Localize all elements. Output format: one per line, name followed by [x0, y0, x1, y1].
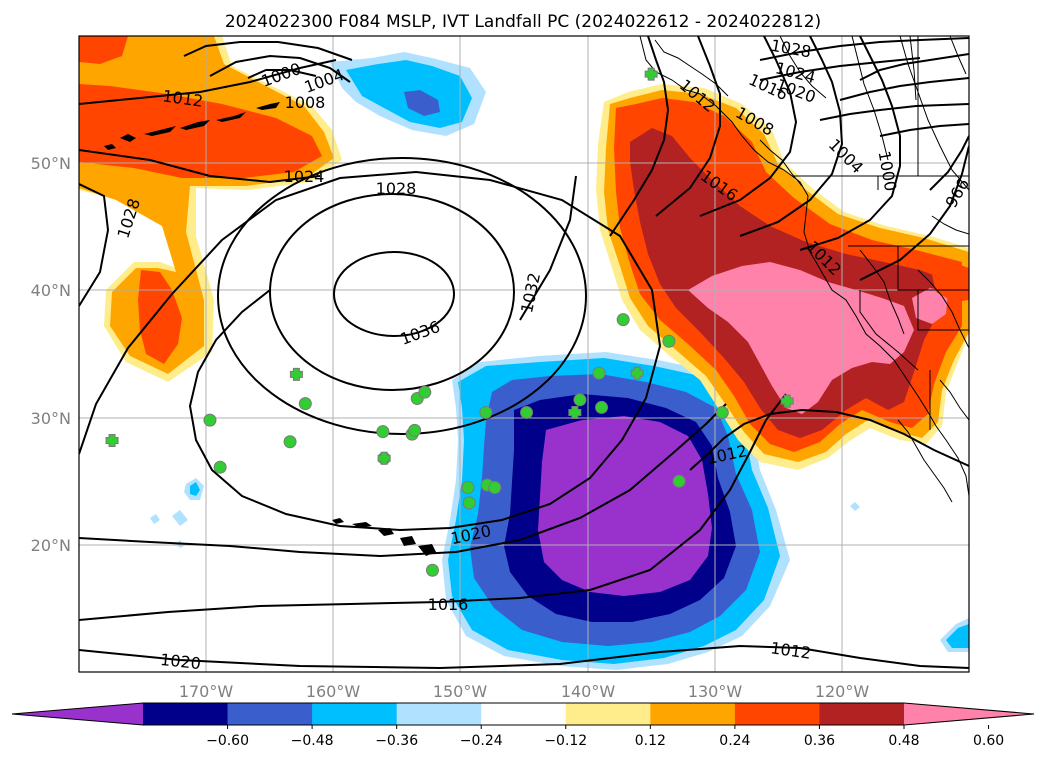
shade-subtropical-negative [442, 352, 790, 670]
colorbar-tick-label: −0.48 [291, 733, 334, 749]
landfall-point-circle [298, 397, 312, 411]
landfall-point-circle [283, 435, 297, 449]
colorbar-tick-label: 0.24 [719, 733, 750, 749]
landfall-point-circle [203, 413, 217, 427]
colorbar-segment [396, 703, 482, 725]
lat-tick-label: 40°N [31, 281, 71, 300]
longitude-tick-labels: 170°W 160°W 150°W 140°W 130°W 120°W [179, 682, 870, 701]
colorbar-tick-label: −0.36 [375, 733, 418, 749]
colorbar-segment [734, 703, 820, 725]
mslp-isobars [79, 36, 969, 670]
ivt-shading [79, 36, 969, 670]
landfall-point-circle [573, 393, 587, 407]
landfall-point-cross [377, 451, 391, 465]
map-frame [78, 35, 970, 673]
landfall-point-circle [662, 334, 676, 348]
latitude-tick-labels: 20°N 30°N 40°N 50°N [31, 154, 71, 555]
isobar-label: 1020 [159, 650, 201, 673]
landfall-markers [105, 67, 794, 577]
landfall-point-circle [488, 481, 502, 495]
landfall-point-cross [644, 67, 658, 81]
colorbar-tick-label: 0.36 [804, 733, 835, 749]
colorbar: −0.60 −0.48 −0.36 −0.24 −0.12 0.12 0.24 0.36 0.4… [11, 702, 1035, 749]
colorbar-tick-label: −0.24 [460, 733, 503, 749]
isobar-label: 1008 [285, 93, 326, 112]
lon-tick-label: 170°W [179, 682, 234, 701]
colorbar-tick-label: 0.60 [973, 733, 1004, 749]
landfall-point-circle [616, 313, 630, 327]
landfall-point-circle [715, 406, 729, 420]
lat-tick-label: 50°N [31, 154, 71, 173]
lat-tick-label: 30°N [31, 409, 71, 428]
landfall-point-circle [408, 423, 422, 437]
colorbar-tick-label: −0.12 [544, 733, 587, 749]
landfall-point-cross [289, 367, 303, 381]
lon-tick-label: 140°W [561, 682, 616, 701]
colorbar-tick-label: 0.12 [635, 733, 666, 749]
colorbar-segment [312, 703, 398, 725]
shade-west-coast-positive [596, 84, 969, 470]
landfall-point-cross [105, 433, 119, 447]
colorbar-segment [143, 703, 229, 725]
colorbar-segment [227, 703, 313, 725]
landfall-point-cross [780, 394, 794, 408]
colorbar-segment [650, 703, 736, 725]
map-panel: 1000 1004 1008 1012 1016 1020 1024 1028 … [78, 35, 973, 673]
landfall-point-circle [418, 385, 432, 399]
landfall-point-circle [461, 481, 475, 495]
landfall-point-circle [376, 425, 390, 439]
landfall-point-cross [630, 366, 644, 380]
lon-tick-label: 120°W [815, 682, 870, 701]
colorbar-segment [819, 703, 905, 725]
colorbar-segments [11, 702, 1035, 726]
lat-tick-label: 20°N [31, 536, 71, 555]
figure-title: 2024022300 F084 MSLP, IVT Landfall PC (2… [225, 12, 821, 32]
landfall-point-circle [462, 496, 476, 510]
landfall-point-circle [595, 400, 609, 414]
lon-tick-label: 160°W [306, 682, 361, 701]
landfall-point-circle [425, 563, 439, 577]
shade-small-features [150, 478, 969, 652]
political-borders [792, 36, 969, 430]
colorbar-extend-low [12, 703, 143, 725]
colorbar-segment [565, 703, 651, 725]
isobar-label: 1024 [284, 167, 325, 186]
colorbar-tick-label: −0.60 [206, 733, 249, 749]
landfall-point-circle [592, 366, 606, 380]
landfall-point-circle [520, 406, 534, 420]
isobar-label: 1016 [428, 595, 469, 614]
landfall-point-circle [213, 460, 227, 474]
isobar-label: 1028 [376, 179, 417, 198]
lon-tick-label: 130°W [688, 682, 743, 701]
colorbar-extend-high [904, 703, 1034, 725]
shade-gulf-of-alaska [330, 52, 486, 136]
colorbar-outline [11, 702, 1035, 726]
landfall-point-circle [479, 406, 493, 420]
colorbar-segment [481, 703, 567, 725]
colorbar-ticks: −0.60 −0.48 −0.36 −0.24 −0.12 0.12 0.24 0.36 0.4… [206, 725, 1004, 749]
lon-tick-label: 150°W [433, 682, 488, 701]
colorbar-tick-label: 0.48 [888, 733, 919, 749]
landfall-point-circle [672, 474, 686, 488]
landfall-point-cross [568, 406, 582, 420]
